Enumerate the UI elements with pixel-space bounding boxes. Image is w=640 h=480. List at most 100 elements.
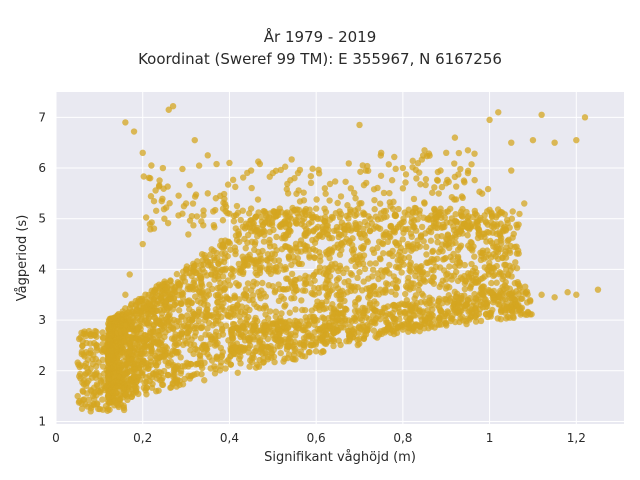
data-point	[415, 281, 422, 289]
data-point	[227, 246, 234, 253]
data-point	[325, 288, 332, 295]
data-point	[252, 264, 259, 272]
data-point	[489, 229, 497, 236]
data-point	[573, 291, 580, 298]
data-point	[93, 347, 100, 354]
data-point	[360, 312, 367, 319]
data-point	[87, 408, 94, 415]
data-point	[114, 382, 122, 390]
data-point	[236, 238, 243, 245]
data-point	[427, 314, 434, 321]
data-point	[308, 307, 316, 314]
data-point	[322, 327, 330, 334]
data-point	[396, 248, 404, 255]
data-point	[226, 240, 234, 247]
data-point	[421, 147, 428, 154]
data-point	[142, 214, 150, 221]
data-point	[122, 389, 129, 396]
data-point	[177, 299, 185, 306]
data-point	[519, 295, 526, 302]
data-point	[197, 335, 205, 342]
data-point	[126, 271, 133, 278]
data-point	[147, 193, 155, 200]
data-point	[143, 305, 150, 312]
data-point	[196, 283, 204, 291]
data-point	[439, 224, 447, 231]
data-point	[110, 315, 117, 322]
data-point	[87, 370, 94, 377]
data-point	[292, 276, 300, 284]
data-point	[485, 251, 492, 258]
data-point	[455, 171, 462, 178]
data-point	[335, 291, 342, 298]
data-point	[416, 327, 423, 335]
data-point	[476, 306, 484, 313]
data-point	[414, 216, 421, 223]
data-point	[341, 222, 348, 229]
data-point	[235, 228, 242, 235]
data-point	[136, 337, 143, 345]
data-point	[300, 324, 307, 331]
data-point	[125, 349, 133, 357]
data-point	[366, 292, 374, 299]
data-point	[300, 197, 308, 204]
data-point	[284, 213, 291, 220]
data-point	[329, 214, 337, 222]
data-point	[347, 208, 354, 215]
data-point	[265, 282, 272, 289]
data-point	[377, 315, 384, 323]
data-point	[406, 261, 413, 269]
data-point	[449, 315, 456, 323]
data-point	[109, 389, 116, 396]
data-point	[413, 175, 420, 182]
data-point	[345, 282, 353, 290]
data-point	[346, 237, 354, 245]
data-point	[153, 388, 160, 395]
data-point	[345, 160, 352, 167]
data-point	[471, 150, 478, 157]
data-point	[341, 317, 348, 324]
data-point	[390, 330, 398, 338]
data-point	[421, 320, 429, 327]
data-point	[106, 398, 113, 406]
data-point	[344, 202, 351, 209]
data-point	[89, 355, 96, 363]
data-point	[443, 235, 450, 243]
data-point	[390, 315, 397, 323]
data-point	[330, 329, 338, 337]
data-point	[99, 396, 106, 403]
data-point	[392, 302, 400, 310]
data-point	[262, 329, 269, 336]
data-point	[351, 212, 359, 219]
data-point	[178, 329, 185, 336]
data-point	[162, 298, 170, 305]
data-point	[260, 238, 268, 245]
data-point	[260, 305, 267, 312]
data-point	[418, 290, 426, 297]
data-point	[512, 259, 519, 266]
data-point	[218, 352, 226, 359]
data-point	[452, 211, 459, 218]
data-point	[451, 134, 459, 141]
data-point	[413, 227, 420, 234]
data-point	[209, 322, 216, 329]
data-point	[179, 210, 186, 217]
data-point	[290, 253, 297, 261]
data-point	[422, 243, 430, 251]
data-point	[197, 362, 205, 369]
data-point	[359, 245, 366, 252]
data-point	[370, 327, 378, 334]
data-point	[209, 313, 217, 321]
data-point	[313, 196, 320, 203]
data-point	[281, 303, 288, 310]
data-point	[189, 200, 197, 207]
data-point	[594, 286, 602, 293]
data-point	[417, 181, 424, 188]
data-point	[336, 208, 343, 215]
data-point	[493, 279, 500, 286]
data-point	[284, 180, 291, 188]
y-tick-label: 1	[38, 414, 46, 428]
data-point	[502, 227, 510, 234]
data-point	[223, 293, 230, 300]
data-point	[175, 307, 183, 314]
